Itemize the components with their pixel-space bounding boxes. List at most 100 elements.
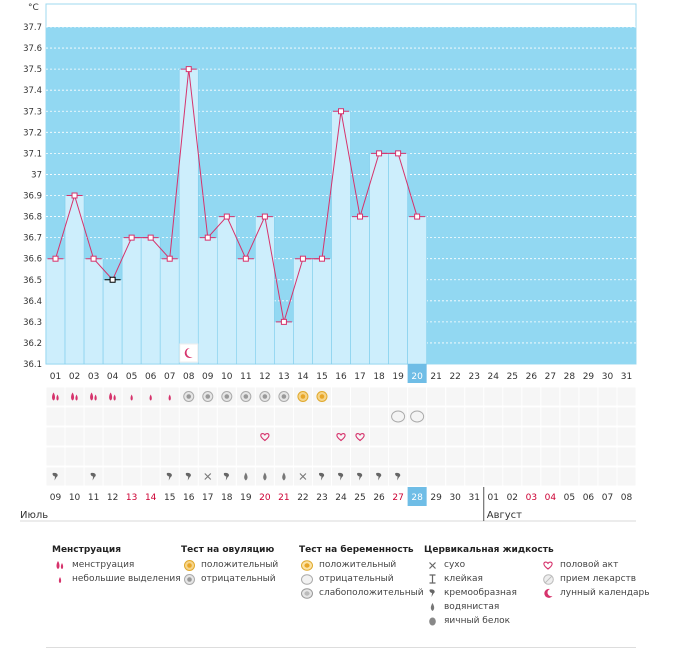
cycle-day-label: 04 — [107, 372, 119, 382]
legend-item: прием лекарств — [540, 572, 650, 586]
legend-label: положительный — [319, 560, 397, 570]
marker-cell — [255, 447, 274, 466]
temperature-bar — [159, 258, 180, 365]
heart-shape — [260, 433, 270, 442]
marker-cell — [274, 407, 293, 426]
legend-label: положительный — [201, 560, 279, 570]
temperature-bar — [350, 216, 370, 365]
creamy-icon — [223, 472, 230, 481]
marker-cell — [198, 407, 217, 426]
calendar-date-label: 30 — [449, 493, 461, 503]
calendar-date-label: 07 — [602, 493, 613, 503]
ovulation-negative-center — [186, 394, 192, 399]
marker-cell — [598, 407, 617, 426]
temperature-bar — [197, 237, 218, 365]
marker-cell — [293, 407, 312, 426]
y-tick-label: 36.1 — [23, 360, 42, 370]
temperature-bar — [236, 258, 256, 365]
marker-cell — [312, 427, 331, 446]
marker-cell — [370, 387, 389, 406]
temperature-bar — [293, 258, 313, 365]
temperature-point — [185, 66, 192, 73]
calendar-date-label: 13 — [126, 493, 137, 503]
calendar-date-label: 04 — [545, 493, 557, 503]
marker-cell — [541, 467, 560, 486]
marker-cell — [351, 387, 370, 406]
marker-cell — [236, 427, 255, 446]
y-tick-label: 36.3 — [23, 318, 42, 328]
cycle-day-label: 09 — [202, 372, 214, 382]
marker-cell — [408, 427, 427, 446]
cycle-day-label: 16 — [335, 372, 347, 382]
marker-cell — [217, 427, 236, 446]
legend-menstruation: Менструация менструация небольшие выделе… — [52, 545, 181, 586]
marker-cell — [484, 387, 503, 406]
dry-icon — [204, 473, 212, 480]
cycle-day-label: 07 — [164, 372, 175, 382]
temperature-point — [147, 234, 154, 241]
marker-cell — [103, 427, 122, 446]
calendar-date-label: 01 — [488, 493, 499, 503]
cycle-day-label: 13 — [278, 372, 289, 382]
legend-item: слабоположительный — [299, 586, 424, 600]
marker-cell — [198, 427, 217, 446]
legend-label: яичный белок — [444, 616, 511, 626]
light-discharge-icon — [130, 394, 133, 401]
pregnancy-weak-icon — [299, 587, 315, 599]
marker-cell — [217, 407, 236, 426]
month-label: Август — [487, 510, 522, 521]
bottom-divider — [46, 647, 636, 648]
cycle-day-label: 19 — [392, 372, 404, 382]
marker-cell — [522, 467, 541, 486]
temperature-point — [318, 255, 325, 262]
cycle-day-label: 28 — [564, 372, 576, 382]
marker-cell — [331, 427, 351, 446]
creamy-shape — [357, 472, 363, 481]
cycle-day-label: 26 — [526, 372, 538, 382]
cycle-day-label: 11 — [240, 372, 251, 382]
marker-cell — [503, 467, 522, 486]
pregnancy-positive-icon — [299, 559, 315, 571]
marker-cell — [465, 387, 484, 406]
temperature-point — [338, 108, 344, 115]
legend-label: отрицательный — [319, 574, 394, 584]
marker-cell — [389, 427, 408, 446]
cycle-day-label: 21 — [430, 372, 441, 382]
marker-cell — [598, 447, 617, 466]
creamy-shape — [166, 472, 172, 481]
marker-cell — [617, 387, 636, 406]
creamy-shape — [395, 472, 401, 481]
temperature-point — [52, 255, 59, 262]
marker-cell — [446, 427, 465, 446]
legend-pregnancy: Тест на беременность положительный отриц… — [299, 545, 424, 600]
pill-icon — [540, 573, 556, 585]
heart-icon — [336, 433, 346, 442]
current-day-highlight — [407, 364, 427, 383]
creamy-shape — [318, 472, 325, 481]
ovulation-negative-icon — [259, 391, 271, 402]
temperature-bar — [255, 216, 275, 365]
calendar-date-label: 05 — [564, 493, 575, 503]
marker-cell — [560, 387, 579, 406]
marker-cell — [312, 447, 331, 466]
y-tick-label: 37.7 — [23, 23, 42, 33]
heart-shape — [355, 433, 365, 442]
legend-other: половой акт прием лекарств лунный календ… — [540, 558, 650, 600]
legend-label: отрицательный — [201, 574, 276, 584]
marker-cell — [598, 467, 617, 486]
marker-cell — [255, 407, 274, 426]
marker-cell — [351, 407, 370, 426]
marker-cell — [46, 387, 65, 406]
menstruation-shape — [90, 392, 94, 401]
marker-cell — [103, 467, 122, 486]
marker-cell — [484, 447, 503, 466]
creamy-icon — [52, 472, 58, 481]
calendar-date-label: 26 — [373, 493, 385, 503]
marker-cell — [560, 427, 579, 446]
marker-cell — [351, 447, 370, 466]
marker-cell — [312, 407, 331, 426]
temperature-point — [166, 255, 173, 262]
temperature-bar — [407, 216, 427, 365]
marker-cell — [122, 447, 141, 466]
marker-cell — [217, 447, 236, 466]
